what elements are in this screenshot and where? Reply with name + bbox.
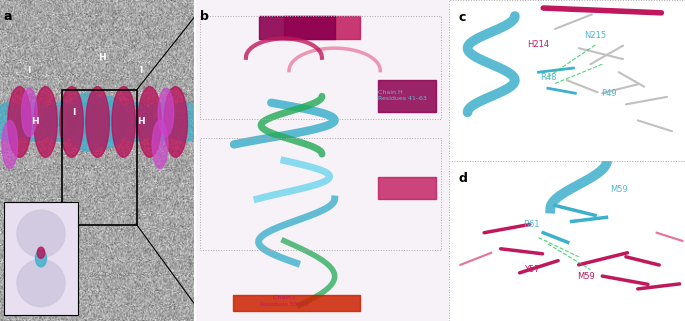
- Ellipse shape: [88, 96, 127, 148]
- Text: b: b: [200, 10, 209, 22]
- Text: a: a: [4, 10, 12, 22]
- Ellipse shape: [138, 87, 162, 157]
- Ellipse shape: [142, 103, 178, 141]
- Ellipse shape: [152, 120, 168, 169]
- Ellipse shape: [8, 87, 32, 157]
- Bar: [4, 202, 78, 315]
- Bar: [200, 138, 441, 250]
- Text: M59: M59: [610, 185, 627, 194]
- Ellipse shape: [168, 103, 203, 141]
- Ellipse shape: [17, 259, 65, 307]
- Ellipse shape: [37, 247, 45, 258]
- Ellipse shape: [158, 88, 174, 136]
- Text: P49: P49: [601, 89, 617, 98]
- Text: c: c: [458, 11, 466, 24]
- Text: I: I: [73, 108, 76, 117]
- Text: Y57: Y57: [523, 265, 539, 274]
- Text: M59: M59: [577, 272, 595, 281]
- Ellipse shape: [66, 93, 110, 151]
- Ellipse shape: [60, 87, 84, 157]
- Text: H: H: [32, 117, 39, 126]
- Text: R48: R48: [540, 73, 556, 82]
- Ellipse shape: [164, 87, 188, 157]
- Ellipse shape: [86, 87, 110, 157]
- Ellipse shape: [92, 103, 127, 141]
- Bar: [62, 90, 136, 225]
- Text: d: d: [458, 172, 467, 185]
- Ellipse shape: [17, 210, 65, 257]
- Text: N215: N215: [584, 31, 606, 40]
- Text: R61: R61: [523, 220, 540, 229]
- Ellipse shape: [36, 250, 47, 267]
- Text: H214: H214: [527, 40, 549, 49]
- Ellipse shape: [21, 88, 37, 136]
- Ellipse shape: [0, 103, 27, 141]
- Text: H: H: [137, 117, 145, 126]
- Ellipse shape: [112, 87, 136, 157]
- Ellipse shape: [68, 103, 103, 141]
- Text: I: I: [27, 66, 31, 75]
- Bar: [200, 16, 441, 119]
- Ellipse shape: [17, 103, 53, 141]
- Ellipse shape: [34, 87, 58, 157]
- Ellipse shape: [2, 120, 18, 169]
- Text: H: H: [98, 53, 105, 62]
- Text: I: I: [139, 66, 142, 75]
- Ellipse shape: [118, 103, 153, 141]
- Text: Chain H
Residues 41–63: Chain H Residues 41–63: [377, 90, 427, 101]
- Ellipse shape: [42, 103, 77, 141]
- Text: Chain I
Residues 55–63: Chain I Residues 55–63: [260, 295, 308, 307]
